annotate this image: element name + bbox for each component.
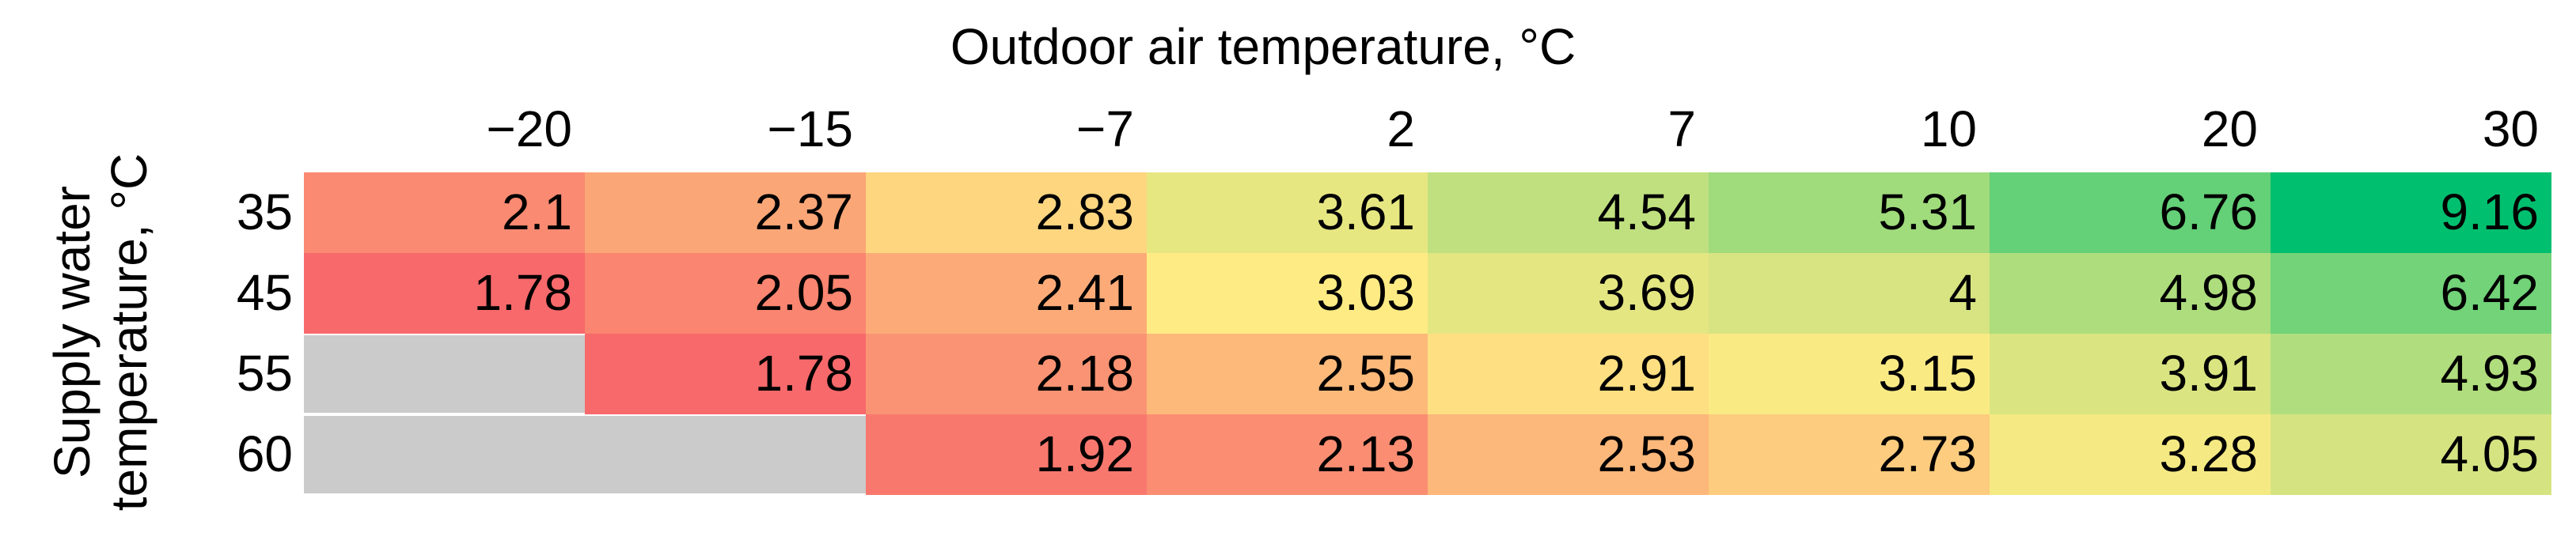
cell — [866, 253, 1147, 334]
row-label: 55 — [237, 345, 293, 402]
column-label: −7 — [1076, 100, 1134, 157]
cell — [866, 414, 1147, 495]
cell — [1147, 172, 1428, 253]
cell — [1709, 253, 1990, 334]
missing-cell — [304, 416, 585, 493]
y-label-line: Supply water — [44, 186, 101, 478]
column-label: −20 — [486, 100, 572, 157]
cell-value: 4.93 — [2440, 345, 2539, 402]
cell-value: 2.53 — [1597, 425, 1696, 482]
cell — [1709, 414, 1990, 495]
cell — [304, 172, 585, 253]
column-label: 20 — [2202, 100, 2258, 157]
cell-value: 6.76 — [2159, 183, 2258, 240]
cell — [1147, 253, 1428, 334]
cell-value: 3.15 — [1878, 345, 1977, 402]
cell — [1990, 172, 2271, 253]
missing-cell — [304, 335, 585, 413]
cell-value: 2.37 — [754, 183, 853, 240]
cell — [866, 172, 1147, 253]
cell-value: 3.28 — [2159, 425, 2258, 482]
cell — [304, 253, 585, 334]
cell — [1990, 414, 2271, 495]
column-label: 2 — [1387, 100, 1415, 157]
cell — [1709, 172, 1990, 253]
cell — [585, 172, 866, 253]
cell-value: 2.18 — [1035, 345, 1134, 402]
cell-value: 2.05 — [754, 264, 853, 321]
cell-value: 4 — [1948, 264, 1977, 321]
cell-value: 3.69 — [1597, 264, 1696, 321]
cell — [2271, 334, 2551, 414]
cell-value: 4.98 — [2159, 264, 2258, 321]
cell — [1428, 414, 1709, 495]
cell-value: 2.1 — [502, 183, 572, 240]
cell — [2271, 414, 2551, 495]
cell-value: 2.13 — [1316, 425, 1415, 482]
cell-value: 9.16 — [2440, 183, 2539, 240]
y-label-line: temperature, °C — [101, 153, 157, 511]
chart-title: Outdoor air temperature, °C — [950, 18, 1576, 75]
cell — [1709, 334, 1990, 414]
cell — [585, 334, 866, 414]
cell-value: 2.55 — [1316, 345, 1415, 402]
cell — [585, 253, 866, 334]
cell — [1428, 253, 1709, 334]
cell — [1428, 334, 1709, 414]
cell-value: 1.78 — [754, 345, 853, 402]
row-label: 60 — [237, 425, 293, 482]
cell-value: 2.91 — [1597, 345, 1696, 402]
cell — [1990, 253, 2271, 334]
cell-value: 3.91 — [2159, 345, 2258, 402]
cell — [2271, 253, 2551, 334]
column-label: 30 — [2483, 100, 2539, 157]
cell-value: 4.54 — [1597, 183, 1696, 240]
cell-value: 6.42 — [2440, 264, 2539, 321]
cell — [1147, 414, 1428, 495]
cell-value: 4.05 — [2440, 425, 2539, 482]
y-axis-label: Supply water temperature, °C — [44, 153, 157, 511]
row-label: 45 — [237, 264, 293, 321]
cell — [2271, 172, 2551, 253]
cell-value: 2.83 — [1035, 183, 1134, 240]
cell-value: 1.78 — [473, 264, 572, 321]
row-label: 35 — [237, 183, 293, 240]
column-label: 10 — [1921, 100, 1977, 157]
missing-cell — [585, 416, 866, 493]
cell-value: 3.61 — [1316, 183, 1415, 240]
column-label: −15 — [767, 100, 853, 157]
cell — [1147, 334, 1428, 414]
cell-value: 2.41 — [1035, 264, 1134, 321]
column-label: 7 — [1667, 100, 1696, 157]
cell — [866, 334, 1147, 414]
cell-value: 2.73 — [1878, 425, 1977, 482]
cell-value: 5.31 — [1878, 183, 1977, 240]
cell-value: 1.92 — [1035, 425, 1134, 482]
cell — [1428, 172, 1709, 253]
cell-value: 3.03 — [1316, 264, 1415, 321]
cell — [1990, 334, 2271, 414]
